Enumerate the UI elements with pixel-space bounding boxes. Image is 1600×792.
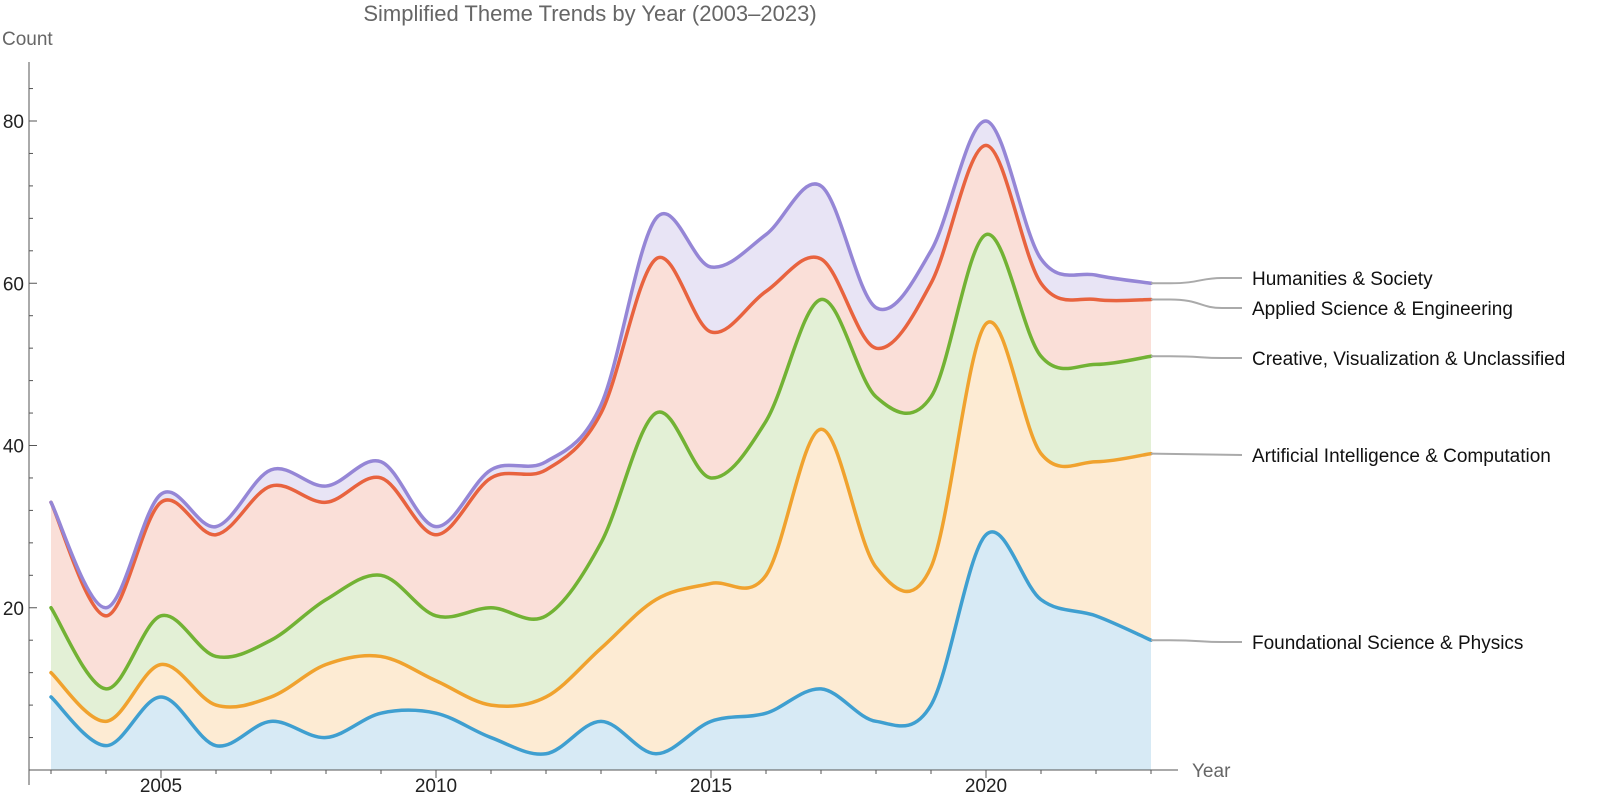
series-3-line bbox=[49, 143, 1153, 618]
legend-leader-1 bbox=[1150, 452, 1243, 456]
series-areas bbox=[51, 120, 1151, 770]
chart-title: Simplified Theme Trends by Year (2003–20… bbox=[363, 1, 816, 26]
y-tick-label: 20 bbox=[3, 599, 24, 620]
legend-label-3: Applied Science & Engineering bbox=[1252, 299, 1513, 320]
legend-leader-3 bbox=[1151, 298, 1242, 309]
legend: Foundational Science & Physics Artificial… bbox=[1150, 269, 1565, 654]
series-4-line bbox=[49, 119, 1153, 610]
legend-label-4: Humanities & Society bbox=[1252, 269, 1433, 290]
x-tick-label: 2010 bbox=[415, 776, 457, 792]
series-0-line bbox=[49, 530, 1153, 756]
series-lines bbox=[49, 119, 1153, 756]
x-tick-label: 2005 bbox=[140, 776, 182, 792]
y-tick-label: 60 bbox=[3, 274, 24, 295]
legend-label-2: Creative, Visualization & Unclassified bbox=[1252, 349, 1565, 370]
x-tick-label: 2020 bbox=[965, 776, 1007, 792]
series-2-line bbox=[49, 232, 1153, 691]
x-axis-label: Year bbox=[1192, 761, 1231, 782]
series-2-area bbox=[51, 234, 1151, 722]
y-tick-label: 80 bbox=[3, 112, 24, 133]
series-3-area bbox=[51, 145, 1151, 689]
legend-label-0: Foundational Science & Physics bbox=[1252, 633, 1523, 654]
legend-leader-4 bbox=[1151, 277, 1242, 285]
x-tick-label: 2015 bbox=[690, 776, 732, 792]
series-1-area bbox=[51, 321, 1151, 755]
series-1-line bbox=[49, 320, 1153, 724]
legend-leader-0 bbox=[1151, 639, 1242, 643]
series-4-area bbox=[51, 120, 1151, 616]
legend-leader-2 bbox=[1151, 355, 1242, 359]
y-tick-label: 40 bbox=[3, 437, 24, 458]
y-axis-label: Count bbox=[2, 29, 53, 50]
legend-label-1: Artificial Intelligence & Computation bbox=[1252, 446, 1551, 467]
